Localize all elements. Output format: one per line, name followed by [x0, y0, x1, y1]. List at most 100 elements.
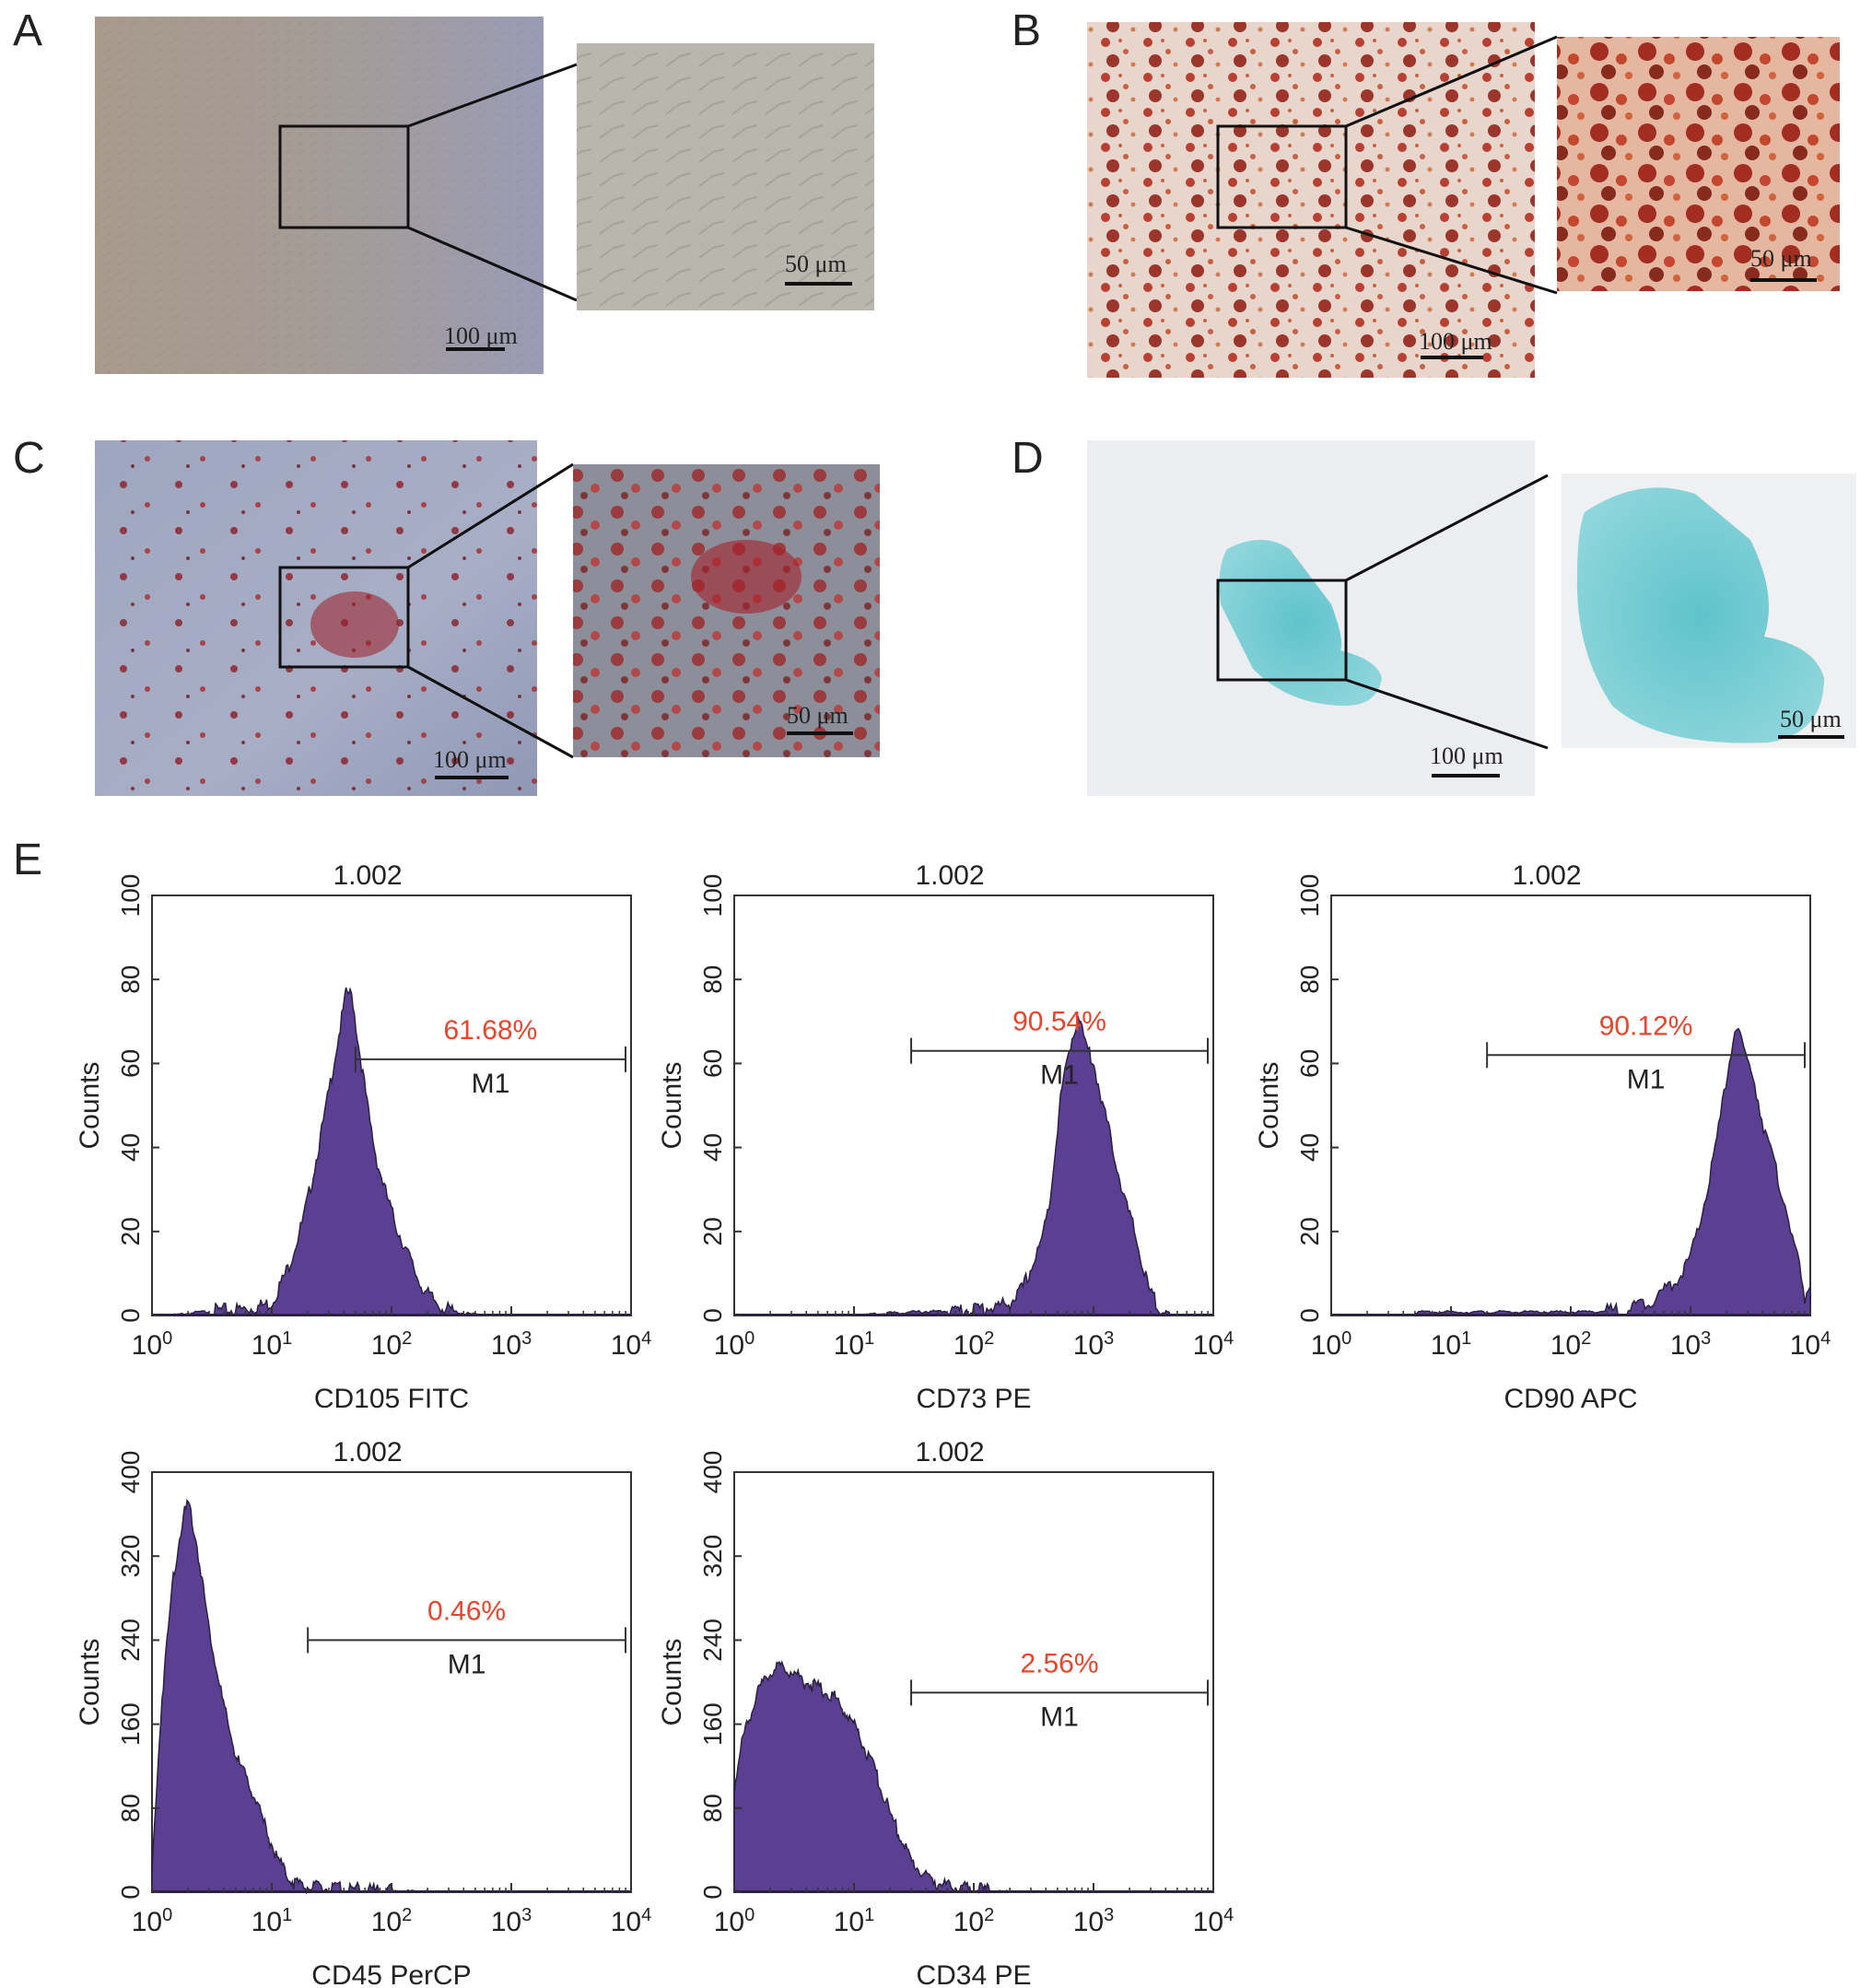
histogram-area	[1414, 1027, 1811, 1316]
gate-percent: 61.68%	[444, 1015, 538, 1046]
panel-letter-d: D	[1012, 434, 1044, 483]
y-tick-label: 20	[116, 1217, 145, 1245]
panel-d-scale-zoom: 50 μm	[1780, 706, 1842, 732]
panel-b-roi-box	[1216, 124, 1348, 229]
plot-frame	[733, 895, 1214, 1316]
panel-c-scale-main: 100 μm	[433, 746, 507, 773]
panel-b-scale-zoom: 50 μm	[1750, 245, 1812, 272]
histogram-cd34: 1.002 0 80 160 240 320 400 Counts 100 101 102 103 10…	[638, 1424, 1246, 1988]
y-tick-label: 160	[116, 1702, 145, 1746]
panel-a-micrograph: 100 μm 50 μm	[0, 0, 921, 387]
y-tick-label: 400	[698, 1451, 727, 1494]
y-tick-label: 320	[698, 1535, 727, 1578]
y-tick-label: 240	[698, 1619, 727, 1662]
histogram-area	[853, 1015, 1173, 1317]
histogram-cd90: 1.002 0 20 40 60 80 100 Counts 100 101 102 103 104 CD…	[1234, 848, 1843, 1414]
y-tick-label: 0	[116, 1885, 145, 1900]
x-tick-label: 100	[714, 1328, 755, 1361]
panel-c-micrograph: 100 μm 50 μm	[0, 429, 921, 816]
y-tick-label: 0	[698, 1308, 727, 1323]
x-axis-label: CD90 APC	[1503, 1384, 1637, 1414]
x-tick-label: 102	[371, 1328, 413, 1361]
x-tick-label: 103	[1073, 1905, 1115, 1937]
y-tick-label: 80	[698, 1794, 727, 1822]
y-tick-label: 40	[1295, 1133, 1324, 1162]
panel-c-scale-zoom: 50 μm	[787, 702, 848, 729]
histogram-cd105: 1.002 0 20 40 60 80 100 Counts 100 101 102 103 104 CD…	[55, 848, 663, 1414]
y-tick-label: 160	[698, 1702, 727, 1746]
panel-letter-b: B	[1012, 6, 1042, 55]
y-axis-label: Counts	[657, 1061, 687, 1149]
panel-a-scale-main: 100 μm	[444, 322, 518, 349]
x-tick-label: 102	[954, 1328, 995, 1361]
histogram-area	[172, 987, 486, 1317]
chart-title: 1.002	[333, 1437, 402, 1468]
panel-c-roi-box	[278, 566, 410, 669]
histogram-cd73: 1.002 0 20 40 60 80 100 Counts 100 101 102 103 104 CD…	[638, 848, 1246, 1414]
y-tick-label: 40	[116, 1133, 145, 1162]
y-tick-label: 240	[116, 1619, 145, 1662]
y-axis-label: Counts	[75, 1638, 105, 1725]
y-tick-label: 20	[698, 1217, 727, 1245]
x-tick-label: 101	[252, 1328, 293, 1361]
y-tick-label: 80	[116, 965, 145, 994]
x-tick-label: 102	[371, 1905, 413, 1937]
x-tick-label: 104	[1193, 1328, 1234, 1361]
panel-d-roi-box	[1216, 579, 1348, 682]
y-tick-label: 400	[116, 1451, 145, 1494]
y-tick-label: 0	[1295, 1308, 1324, 1323]
panel-d-micrograph: 100 μm 50 μm	[1013, 429, 1872, 816]
panel-b-micrograph: 100 μm 50 μm	[1013, 0, 1872, 387]
chart-title: 1.002	[1512, 860, 1581, 891]
gate-percent: 90.12%	[1599, 1011, 1693, 1041]
chart-title: 1.002	[333, 860, 402, 891]
y-tick-label: 320	[116, 1535, 145, 1578]
x-tick-label: 100	[132, 1905, 173, 1937]
y-tick-label: 80	[1295, 965, 1324, 994]
histogram-area	[733, 1660, 1011, 1894]
y-tick-label: 40	[698, 1133, 727, 1162]
gate-label: M1	[1627, 1064, 1666, 1094]
x-tick-label: 104	[611, 1328, 652, 1361]
gate-percent: 90.54%	[1012, 1007, 1106, 1037]
x-tick-label: 102	[954, 1905, 995, 1937]
y-axis-label: Counts	[657, 1638, 687, 1725]
panel-d-scale-main: 100 μm	[1430, 743, 1503, 769]
chart-title: 1.002	[915, 860, 984, 891]
chart-title: 1.002	[915, 1437, 984, 1468]
y-tick-label: 100	[1295, 874, 1324, 918]
x-tick-label: 100	[132, 1328, 173, 1361]
y-tick-label: 100	[698, 874, 727, 918]
y-tick-label: 0	[698, 1885, 727, 1900]
gate-label: M1	[1040, 1060, 1079, 1091]
gate-label: M1	[472, 1069, 510, 1099]
x-axis-label: CD45 PerCP	[311, 1960, 471, 1988]
x-axis-label: CD73 PE	[916, 1384, 1031, 1414]
panel-letter-e: E	[13, 836, 43, 884]
x-axis-label: CD105 FITC	[314, 1384, 469, 1414]
x-tick-label: 104	[611, 1905, 652, 1937]
gate-label: M1	[448, 1649, 486, 1679]
y-tick-label: 80	[698, 965, 727, 994]
y-tick-label: 0	[116, 1308, 145, 1323]
panel-a-scale-zoom: 50 μm	[785, 251, 847, 277]
y-tick-label: 20	[1295, 1217, 1324, 1245]
x-tick-label: 103	[1670, 1328, 1712, 1361]
histogram-area	[151, 1498, 429, 1895]
gate-label: M1	[1040, 1701, 1079, 1732]
y-tick-label: 100	[116, 874, 145, 918]
x-tick-label: 103	[491, 1905, 532, 1937]
panel-letter-c: C	[13, 434, 45, 483]
y-tick-label: 60	[1295, 1049, 1324, 1078]
gate-percent: 2.56%	[1020, 1648, 1098, 1678]
x-tick-label: 101	[834, 1905, 875, 1937]
x-tick-label: 104	[1790, 1328, 1831, 1361]
x-tick-label: 100	[1311, 1328, 1352, 1361]
x-tick-label: 101	[252, 1905, 293, 1937]
histogram-cd45: 1.002 0 80 160 240 320 400 Counts 100 101 102 103 10…	[55, 1424, 663, 1988]
y-tick-label: 60	[698, 1049, 727, 1078]
x-tick-label: 104	[1193, 1905, 1234, 1937]
x-axis-label: CD34 PE	[916, 1960, 1031, 1988]
x-tick-label: 103	[1073, 1328, 1115, 1361]
x-tick-label: 100	[714, 1905, 755, 1937]
